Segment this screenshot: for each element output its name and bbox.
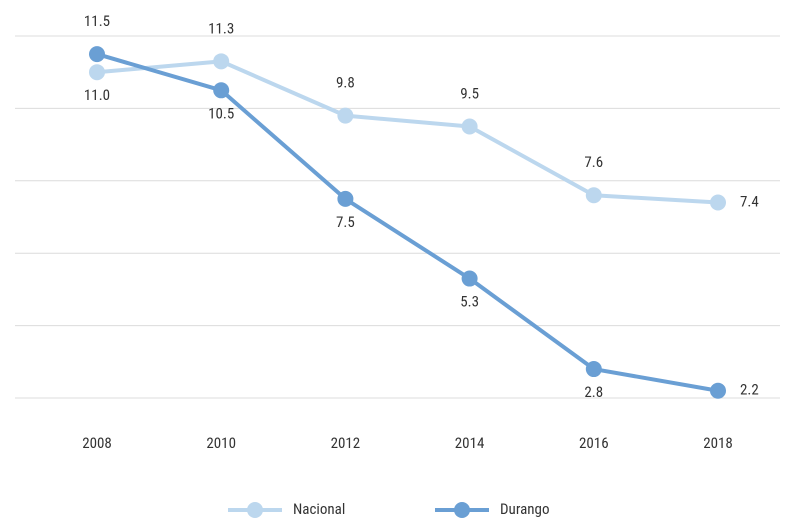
data-point bbox=[337, 190, 354, 207]
data-point bbox=[710, 194, 726, 211]
data-label: 7.5 bbox=[336, 213, 355, 231]
x-tick-label: 2010 bbox=[206, 434, 236, 452]
legend-label: Nacional bbox=[293, 500, 345, 518]
data-point bbox=[213, 82, 230, 99]
data-label: 5.3 bbox=[460, 293, 479, 311]
legend-label: Durango bbox=[500, 500, 549, 518]
data-point bbox=[337, 107, 354, 124]
data-point bbox=[89, 46, 105, 63]
data-label: 7.4 bbox=[740, 192, 759, 210]
data-point bbox=[213, 53, 230, 70]
x-tick-label: 2008 bbox=[82, 434, 112, 452]
data-point bbox=[585, 361, 602, 378]
data-point bbox=[89, 64, 105, 81]
data-label: 10.5 bbox=[208, 104, 234, 122]
x-tick-label: 2018 bbox=[703, 434, 733, 452]
data-label: 11.5 bbox=[84, 12, 110, 30]
data-point bbox=[710, 382, 726, 399]
x-tick-label: 2014 bbox=[455, 434, 485, 452]
legend-marker bbox=[454, 502, 470, 518]
data-point bbox=[461, 118, 478, 135]
data-label: 11.3 bbox=[208, 19, 234, 37]
data-point bbox=[461, 270, 478, 287]
series-line bbox=[96, 52, 719, 393]
data-point bbox=[585, 187, 602, 204]
data-label: 7.6 bbox=[584, 153, 603, 171]
data-label: 2.2 bbox=[740, 381, 759, 399]
data-label: 11.0 bbox=[84, 86, 110, 104]
data-label: 2.8 bbox=[584, 383, 603, 401]
data-label: 9.5 bbox=[460, 84, 479, 102]
x-tick-label: 2016 bbox=[579, 434, 609, 452]
series-line bbox=[96, 59, 719, 205]
legend-marker bbox=[247, 502, 263, 518]
data-label: 9.8 bbox=[336, 74, 355, 92]
x-tick-label: 2012 bbox=[331, 434, 361, 452]
